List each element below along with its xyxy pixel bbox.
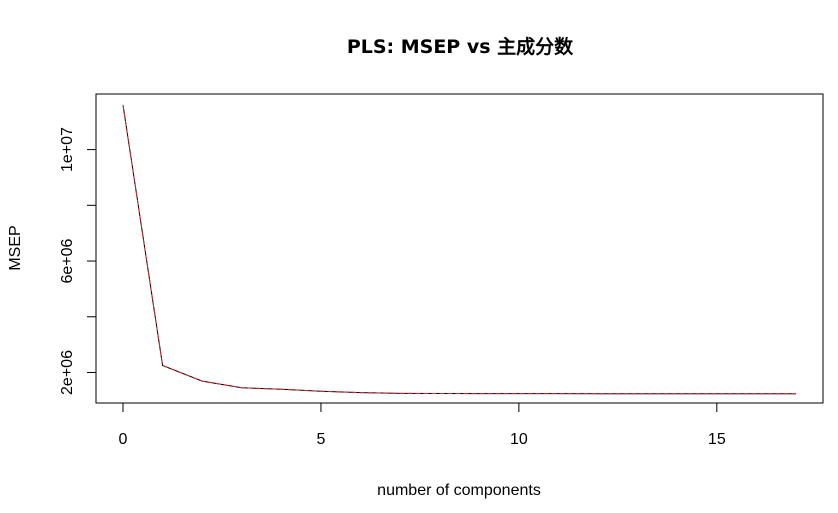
y-tick-label: 2e+06 [59, 350, 76, 395]
series-line-2 [122, 104, 796, 395]
y-tick-label: 6e+06 [59, 238, 76, 283]
x-tick-label: 0 [119, 431, 128, 448]
chart-title: PLS: MSEP vs 主成分数 [347, 35, 574, 58]
x-axis: 0 5 10 15 [119, 402, 726, 448]
y-tick-label: 1e+07 [59, 127, 76, 172]
series-line-1 [122, 104, 796, 395]
x-axis-label: number of components [377, 482, 541, 499]
plot-frame [95, 93, 824, 404]
x-tick-label: 15 [708, 431, 726, 448]
x-tick-label: 10 [510, 431, 528, 448]
y-axis-label: MSEP [7, 225, 24, 270]
y-axis: 2e+06 6e+06 1e+07 [59, 127, 97, 395]
x-tick-label: 5 [316, 431, 325, 448]
series-group [122, 104, 796, 395]
